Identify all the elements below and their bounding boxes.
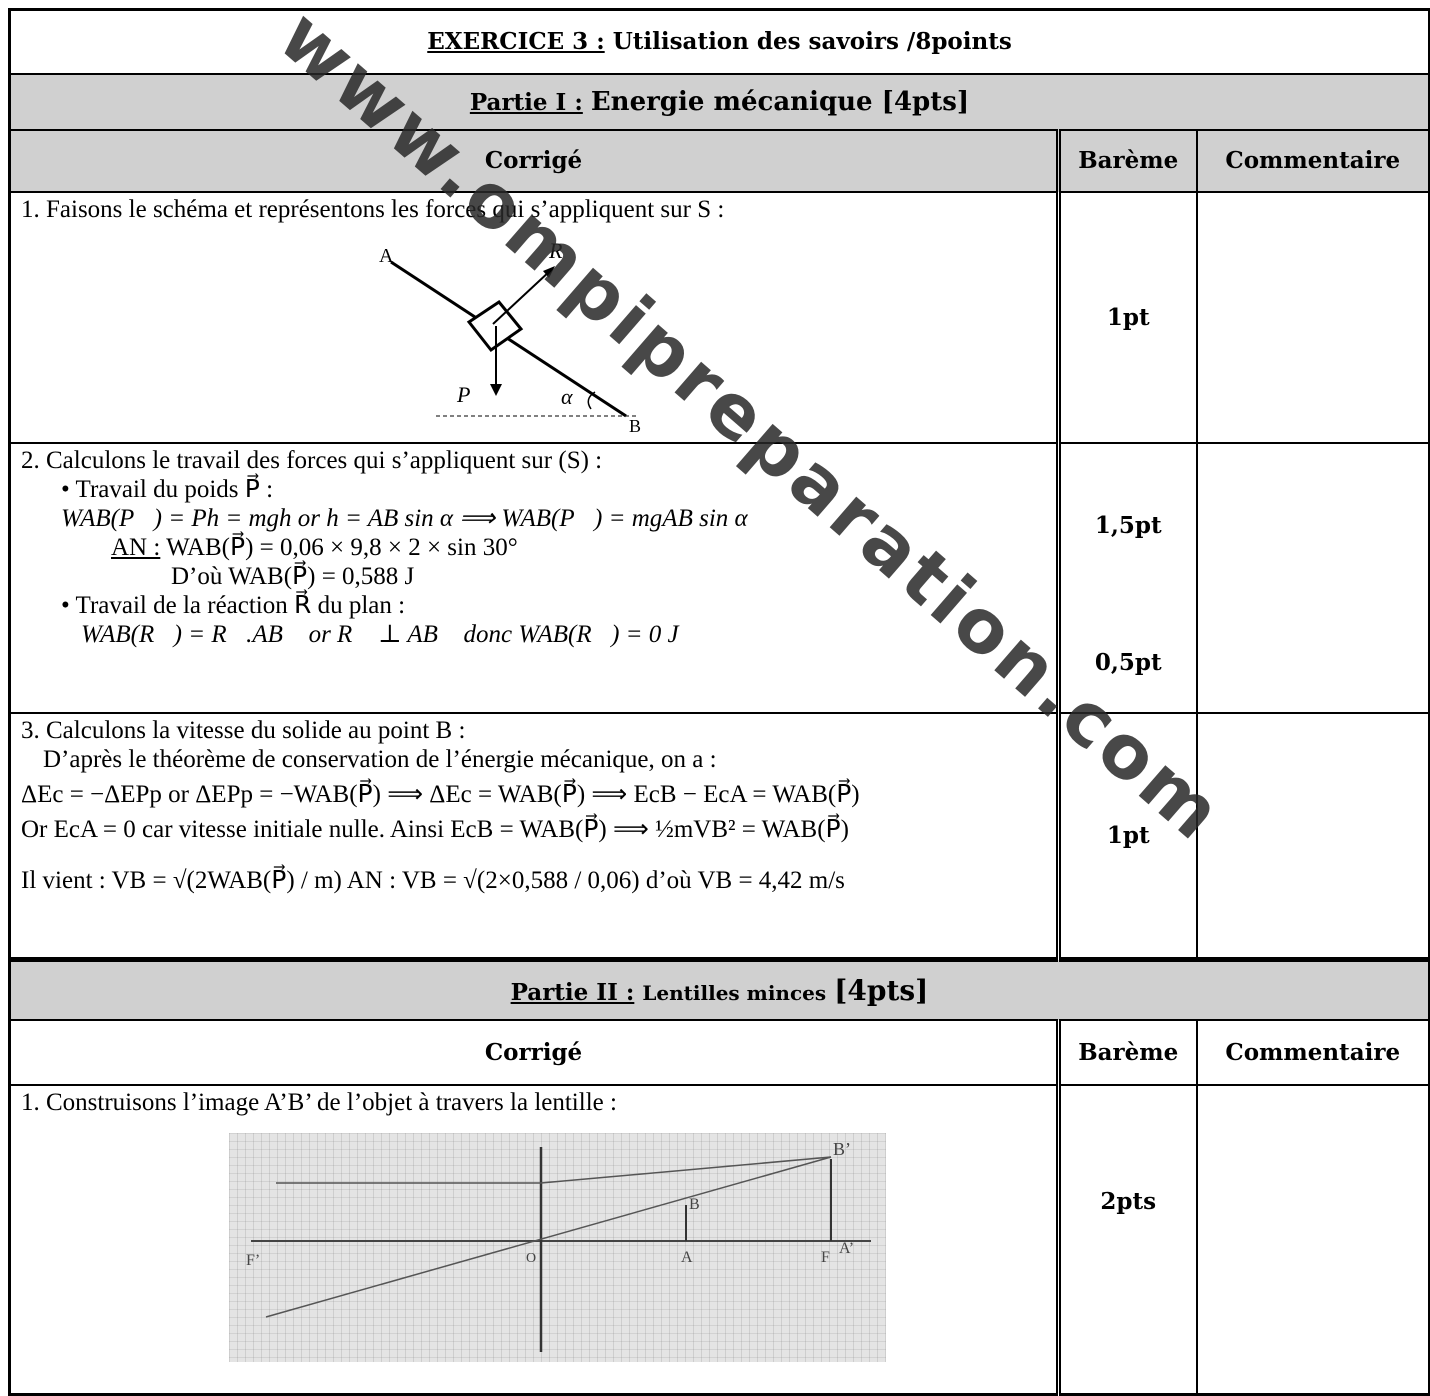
score-cell: 1,5pt 0,5pt xyxy=(1059,443,1197,713)
part-title: Lentilles minces xyxy=(642,981,826,1005)
an-label: AN : xyxy=(111,534,160,561)
column-header: Commentaire xyxy=(1197,130,1430,192)
page: Exercice 3 html, body { margin: 0; paddi… xyxy=(0,0,1430,1381)
answer-cell: 2. Calculons le travail des forces qui s… xyxy=(10,443,1059,713)
lens-label: F xyxy=(821,1249,830,1266)
score: 1pt xyxy=(1059,713,1197,960)
part-title-cell: Partie I : Energie mécanique [4pts] xyxy=(10,74,1430,130)
header-label: EXERCICE 3 : xyxy=(427,28,604,55)
lens-label: A xyxy=(681,1249,693,1266)
answer-line: 2. Calculons le travail des forces qui s… xyxy=(21,446,1046,475)
answer-line: WAB(R⃗) = R⃗.AB⃗ or R⃗ ⊥ AB⃗ donc WAB(R⃗… xyxy=(21,620,1046,649)
header-row: EXERCICE 3 : Utilisation des savoirs /8p… xyxy=(10,10,1430,74)
answer-row: 1. Construisons l’image A’B’ de l’objet … xyxy=(10,1085,1430,1395)
score: 1pt xyxy=(1059,192,1197,443)
column-header: Barème xyxy=(1059,1020,1197,1085)
answer-cell: 1. Construisons l’image A’B’ de l’objet … xyxy=(10,1085,1059,1395)
diagram-label: α xyxy=(561,384,573,409)
answer-line: AN : WAB(P⃗) = 0,06 × 9,8 × 2 × sin 30° xyxy=(21,533,1046,562)
answer-row: 3. Calculons la vitesse du solide au poi… xyxy=(10,713,1430,960)
column-header: Commentaire xyxy=(1197,1020,1430,1085)
diagram-label: P⃗ xyxy=(456,382,488,407)
answer-line: 1. Construisons l’image A’B’ de l’objet … xyxy=(21,1088,1046,1117)
score: 1,5pt xyxy=(1071,512,1186,539)
score: 0,5pt xyxy=(1071,649,1186,676)
answer-line: • Travail de la réaction R⃗ du plan : xyxy=(21,591,1046,620)
answer-table: EXERCICE 3 : Utilisation des savoirs /8p… xyxy=(8,8,1430,1396)
columns-row: Corrigé Barème Commentaire xyxy=(10,130,1430,192)
part-title: Energie mécanique [4pts] xyxy=(591,87,969,117)
comment-cell xyxy=(1197,443,1430,713)
answer-line: D’où WAB(P⃗) = 0,588 J xyxy=(21,562,1046,591)
lens-label: F’ xyxy=(246,1252,260,1269)
part-row: Partie II : Lentilles minces [4pts] xyxy=(10,960,1430,1020)
answer-line: Il vient : VB = √(2WAB(P⃗) / m) AN : VB … xyxy=(21,866,1046,895)
column-header: Corrigé xyxy=(10,130,1059,192)
arrow-head xyxy=(490,384,502,396)
answer-line: WAB(P⃗) = Ph = mgh or h = AB sin α ⟹ WAB… xyxy=(21,504,1046,533)
answer-line: ΔEc = −ΔEPp or ΔEPp = −WAB(P⃗) ⟹ ΔEc = W… xyxy=(21,780,1046,809)
lens-label: B xyxy=(689,1196,700,1213)
answer-row: 2. Calculons le travail des forces qui s… xyxy=(10,443,1430,713)
header-title: Utilisation des savoirs /8points xyxy=(613,28,1012,55)
answer-line: 3. Calculons la vitesse du solide au poi… xyxy=(21,716,1046,745)
header-cell: EXERCICE 3 : Utilisation des savoirs /8p… xyxy=(10,10,1430,74)
part-title-cell: Partie II : Lentilles minces [4pts] xyxy=(10,960,1430,1020)
part-row: Partie I : Energie mécanique [4pts] xyxy=(10,74,1430,130)
answer-line: D’après le théorème de conservation de l… xyxy=(21,745,1046,774)
part-points: [4pts] xyxy=(834,974,928,1007)
answer-cell: 1. Faisons le schéma et représentons les… xyxy=(10,192,1059,443)
answer-line: Or EcA = 0 car vitesse initiale nulle. A… xyxy=(21,815,1046,844)
vector-r xyxy=(493,270,551,324)
answer-line: 1. Faisons le schéma et représentons les… xyxy=(21,195,1046,224)
lens-label: O xyxy=(526,1251,536,1266)
answer-text: WAB(P⃗) = 0,06 × 9,8 × 2 × sin 30° xyxy=(166,534,518,561)
diagram-label: A xyxy=(379,245,394,267)
answer-line: • Travail du poids P⃗ : xyxy=(21,475,1046,504)
columns-row: Corrigé Barème Commentaire xyxy=(10,1020,1430,1085)
lens-diagram: B’ B A F’ O F A’ xyxy=(21,1117,1051,1362)
lens-label: A’ xyxy=(839,1240,854,1257)
comment-cell xyxy=(1197,192,1430,443)
column-header: Barème xyxy=(1059,130,1197,192)
grid xyxy=(229,1133,886,1362)
part-label: Partie II : xyxy=(511,979,635,1006)
part-label: Partie I : xyxy=(470,89,583,116)
lens-label: B’ xyxy=(833,1139,851,1159)
comment-cell xyxy=(1197,1085,1430,1395)
document: EXERCICE 3 : Utilisation des savoirs /8p… xyxy=(0,0,1430,1381)
answer-cell: 3. Calculons la vitesse du solide au poi… xyxy=(10,713,1059,960)
diagram-label: R⃗ xyxy=(548,238,580,263)
force-diagram: A R⃗ P⃗ α B xyxy=(21,224,1051,436)
answer-row: 1. Faisons le schéma et représentons les… xyxy=(10,192,1430,443)
column-header: Corrigé xyxy=(10,1020,1059,1085)
diagram-label: B xyxy=(629,416,641,436)
score: 2pts xyxy=(1059,1085,1197,1395)
comment-cell xyxy=(1197,713,1430,960)
